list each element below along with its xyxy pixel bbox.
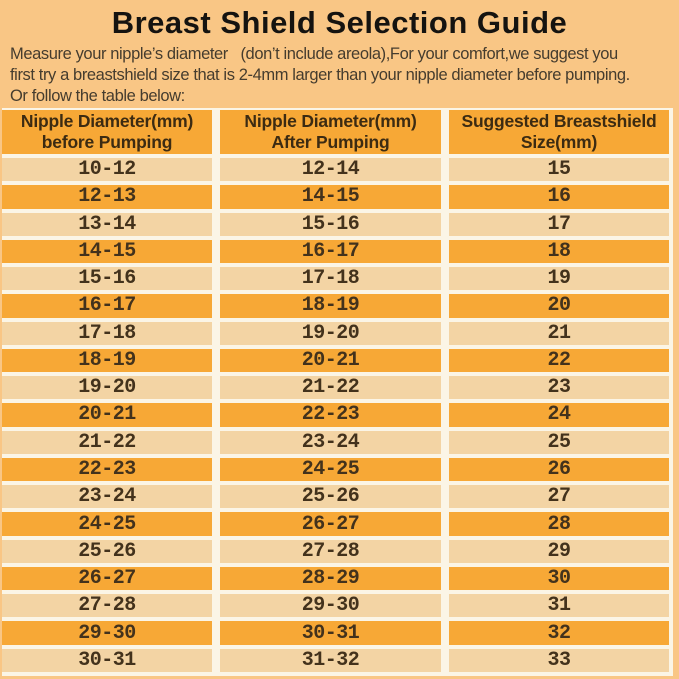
table-cell-row5-col2: 17-18 [220,267,441,291]
table-cell-row4-col2: 16-17 [220,239,441,264]
table-cell-row7-col1: 17-18 [2,321,212,345]
column-header-suggested-size: Suggested Breastshield Size(mm) [449,110,669,154]
table-cell-row15-col2: 27-28 [220,539,441,563]
table-cell-row17-col1: 27-28 [2,594,212,618]
table-cell-row1-col2: 12-14 [220,158,441,182]
table-cell-row14-col1: 24-25 [2,512,212,536]
table-cell-row13-col2: 25-26 [220,485,441,509]
table-cell-row16-col3: 30 [449,566,669,591]
intro-line-1: Measure your nipple’s diameter (don’t in… [10,45,618,63]
table-cell-row2-col1: 12-13 [2,185,212,209]
table-cell-row17-col2: 29-30 [220,594,441,618]
table-cell-row15-col1: 25-26 [2,539,212,563]
column-header-line: Suggested Breastshield [461,111,657,131]
table-cell-row19-col1: 30-31 [2,648,212,672]
table-cell-row5-col1: 15-16 [2,267,212,291]
intro-text: Measure your nipple’s diameter (don’t in… [10,44,679,107]
table-cell-row10-col2: 22-23 [220,403,441,427]
table-cell-row12-col1: 22-23 [2,457,212,482]
column-header-line: Size(mm) [520,132,598,152]
table-cell-row16-col2: 28-29 [220,566,441,591]
table-cell-row3-col1: 13-14 [2,212,212,236]
table-cell-row14-col2: 26-27 [220,512,441,536]
table-cell-row2-col2: 14-15 [220,185,441,209]
table-cell-row14-col3: 28 [449,512,669,536]
table-cell-row9-col2: 21-22 [220,376,441,400]
size-table: Nipple Diameter(mm) before Pumping Nippl… [2,108,673,676]
table-cell-row3-col2: 15-16 [220,212,441,236]
table-cell-row4-col1: 14-15 [2,239,212,264]
table-cell-row8-col3: 22 [449,348,669,373]
table-cell-row18-col2: 30-31 [220,621,441,645]
table-cell-row4-col3: 18 [449,239,669,264]
table-cell-row7-col2: 19-20 [220,321,441,345]
table-cell-row1-col3: 15 [449,158,669,182]
column-header-after-pumping: Nipple Diameter(mm) After Pumping [220,110,441,154]
table-cell-row8-col1: 18-19 [2,348,212,373]
column-header-line: before Pumping [41,132,173,152]
table-cell-row13-col1: 23-24 [2,485,212,509]
table-cell-row9-col3: 23 [449,376,669,400]
intro-line-3: Or follow the table below: [10,87,185,105]
table-cell-row13-col3: 27 [449,485,669,509]
column-header-line: Nipple Diameter(mm) [20,111,194,131]
intro-line-2: first try a breastshield size that is 2-… [10,66,630,84]
table-cell-row2-col3: 16 [449,185,669,209]
table-cell-row6-col1: 16-17 [2,294,212,318]
column-header-before-pumping: Nipple Diameter(mm) before Pumping [2,110,212,154]
column-header-line: After Pumping [271,132,390,152]
table-cell-row17-col3: 31 [449,594,669,618]
table-cell-row9-col1: 19-20 [2,376,212,400]
table-cell-row10-col3: 24 [449,403,669,427]
table-cell-row11-col3: 25 [449,430,669,454]
table-cell-row8-col2: 20-21 [220,348,441,373]
table-cell-row12-col2: 24-25 [220,457,441,482]
table-cell-row3-col3: 17 [449,212,669,236]
table-cell-row5-col3: 19 [449,267,669,291]
table-cell-row19-col3: 33 [449,648,669,672]
table-cell-row12-col3: 26 [449,457,669,482]
page-title: Breast Shield Selection Guide [111,5,568,40]
table-cell-row6-col2: 18-19 [220,294,441,318]
table-cell-row11-col2: 23-24 [220,430,441,454]
table-cell-row15-col3: 29 [449,539,669,563]
table-cell-row11-col1: 21-22 [2,430,212,454]
table-cell-row19-col2: 31-32 [220,648,441,672]
column-header-line: Nipple Diameter(mm) [244,111,417,131]
table-cell-row10-col1: 20-21 [2,403,212,427]
table-cell-row18-col3: 32 [449,621,669,645]
table-cell-row7-col3: 21 [449,321,669,345]
table-cell-row6-col3: 20 [449,294,669,318]
table-cell-row18-col1: 29-30 [2,621,212,645]
table-cell-row16-col1: 26-27 [2,566,212,591]
table-cell-row1-col1: 10-12 [2,158,212,182]
